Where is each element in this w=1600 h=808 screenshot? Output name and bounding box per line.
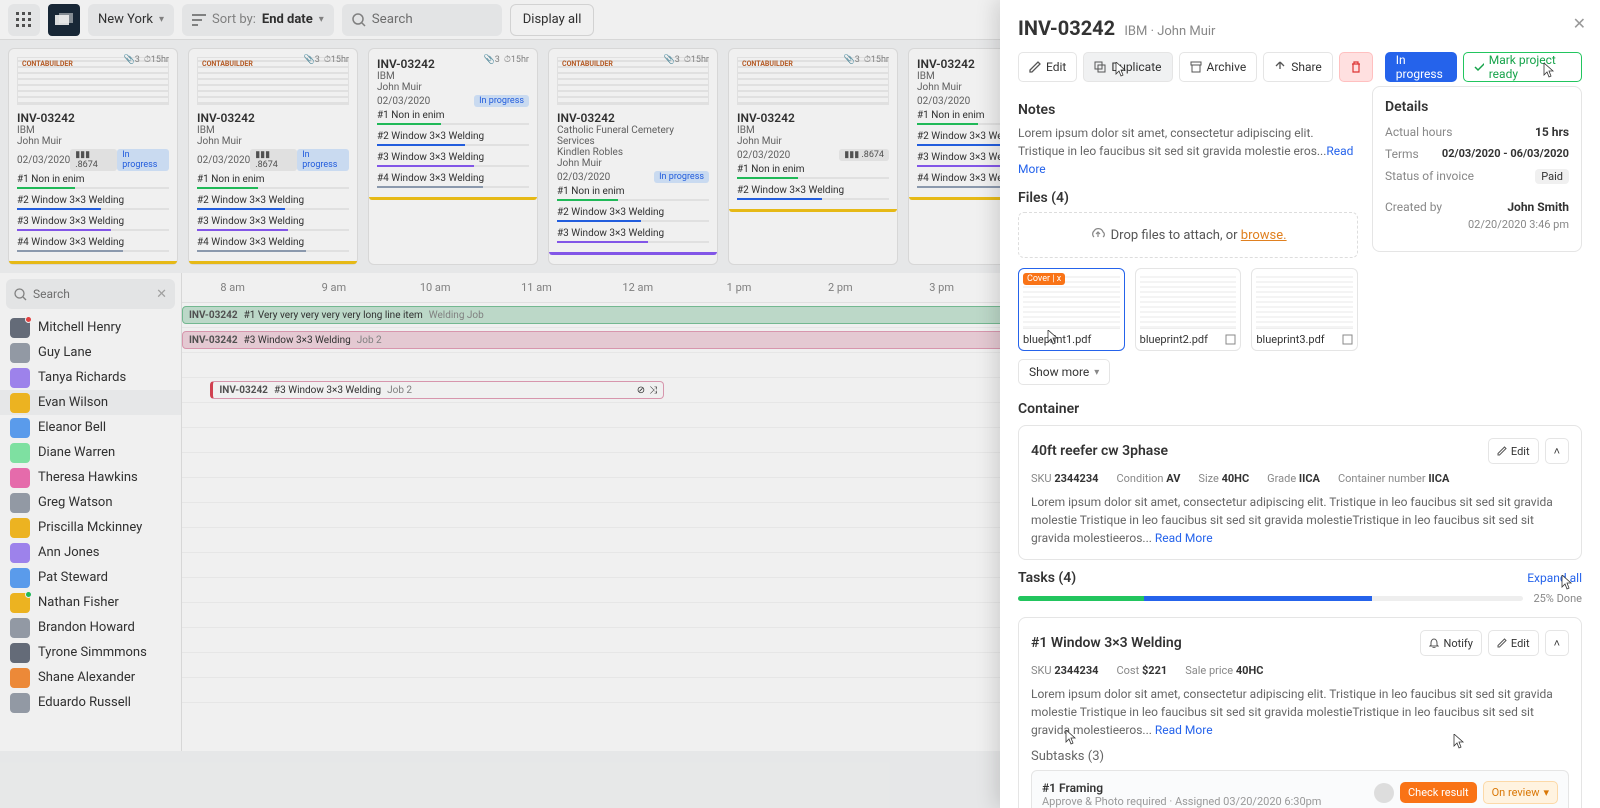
container-desc: Lorem ipsum dolor sit amet, consectetur … — [1031, 493, 1569, 547]
share-button[interactable]: Share — [1263, 52, 1333, 82]
file-tile[interactable]: Cover | x blueprint1.pdf — [1018, 268, 1125, 351]
file-thumb — [1140, 273, 1237, 329]
tasks-header: Tasks (4) Expand all — [1018, 570, 1582, 586]
archive-icon — [1190, 61, 1202, 73]
copy-icon — [1094, 61, 1106, 73]
details-title: Details — [1385, 99, 1569, 115]
subtask-item: #1 Framing Approve & Photo required · As… — [1031, 770, 1569, 808]
cover-badge: Cover | x — [1023, 273, 1065, 285]
file-name: blueprint1.pdf — [1023, 333, 1091, 346]
notes-title: Notes — [1018, 102, 1358, 118]
mark-ready-button[interactable]: Mark project ready — [1463, 52, 1582, 82]
container-section-title: Container — [1018, 401, 1582, 417]
task-meta: SKU 2344234 Cost $221 Sale price 40HC — [1031, 664, 1569, 677]
edit-button[interactable]: Edit — [1018, 52, 1077, 82]
show-more-button[interactable]: Show more▾ — [1018, 359, 1110, 385]
close-icon[interactable]: ✕ — [1573, 14, 1586, 33]
details-panel: Details Actual hours15 hrs Terms02/03/20… — [1372, 86, 1582, 252]
file-tile[interactable]: blueprint2.pdf — [1135, 268, 1242, 351]
file-name: blueprint2.pdf — [1140, 333, 1208, 346]
project-drawer: ✕ INV-03242 IBM · John Muir Edit Duplica… — [1000, 0, 1600, 808]
drawer-title: INV-03242 — [1018, 16, 1115, 40]
action-row: Edit Duplicate Archive Share In progress… — [1018, 52, 1582, 82]
container-card: 40ft reefer cw 3phase Edit ˄ SKU 2344234… — [1018, 425, 1582, 560]
expand-all-link[interactable]: Expand all — [1527, 571, 1582, 585]
duplicate-button[interactable]: Duplicate — [1083, 52, 1172, 82]
subtasks-label: Subtasks (3) — [1031, 749, 1569, 764]
container-collapse-button[interactable]: ˄ — [1545, 438, 1569, 464]
file-dropzone[interactable]: Drop files to attach, or browse. — [1018, 212, 1358, 258]
task-title: #1 Window 3×3 Welding — [1031, 635, 1182, 651]
task-readmore[interactable]: Read More — [1155, 723, 1213, 737]
assignee-avatar[interactable] — [1374, 783, 1394, 803]
container-readmore[interactable]: Read More — [1155, 531, 1213, 545]
subtask-meta: Approve & Photo required · Assigned 03/2… — [1042, 795, 1321, 808]
drawer-subtitle: IBM · John Muir — [1124, 24, 1215, 39]
bell-icon — [1429, 638, 1439, 648]
cloud-upload-icon — [1089, 227, 1107, 241]
task-collapse-button[interactable]: ˄ — [1545, 630, 1569, 656]
browse-link[interactable]: browse. — [1241, 228, 1287, 243]
expand-icon[interactable] — [1225, 334, 1236, 345]
file-thumb — [1256, 273, 1353, 329]
status-button[interactable]: In progress — [1385, 52, 1457, 82]
notify-button[interactable]: Notify — [1420, 630, 1481, 656]
trash-icon — [1350, 61, 1362, 73]
file-tile[interactable]: blueprint3.pdf — [1251, 268, 1358, 351]
container-name: 40ft reefer cw 3phase — [1031, 443, 1168, 459]
share-icon — [1274, 61, 1286, 73]
review-status[interactable]: On review ▾ — [1483, 781, 1558, 804]
notes-text: Lorem ipsum dolor sit amet, consectetur … — [1018, 124, 1358, 178]
delete-button[interactable] — [1339, 52, 1373, 82]
file-name: blueprint3.pdf — [1256, 333, 1324, 346]
task-desc: Lorem ipsum dolor sit amet, consectetur … — [1031, 685, 1569, 739]
files-row: Cover | x blueprint1.pdf blueprint2.pdf blu… — [1018, 268, 1358, 351]
files-title: Files (4) — [1018, 190, 1358, 206]
subtask-title: #1 Framing — [1042, 781, 1321, 795]
check-result-button[interactable]: Check result — [1400, 782, 1477, 803]
container-meta: SKU 2344234 Condition AV Size 40HC Grade… — [1031, 472, 1569, 485]
expand-icon[interactable] — [1342, 334, 1353, 345]
check-icon — [1474, 61, 1484, 73]
archive-button[interactable]: Archive — [1179, 52, 1258, 82]
container-edit-button[interactable]: Edit — [1488, 438, 1539, 464]
tasks-progress: 25% Done — [1018, 592, 1582, 605]
pencil-icon — [1029, 61, 1041, 73]
task-edit-button[interactable]: Edit — [1488, 630, 1539, 656]
task-card: #1 Window 3×3 Welding Notify Edit ˄ SKU … — [1018, 617, 1582, 808]
